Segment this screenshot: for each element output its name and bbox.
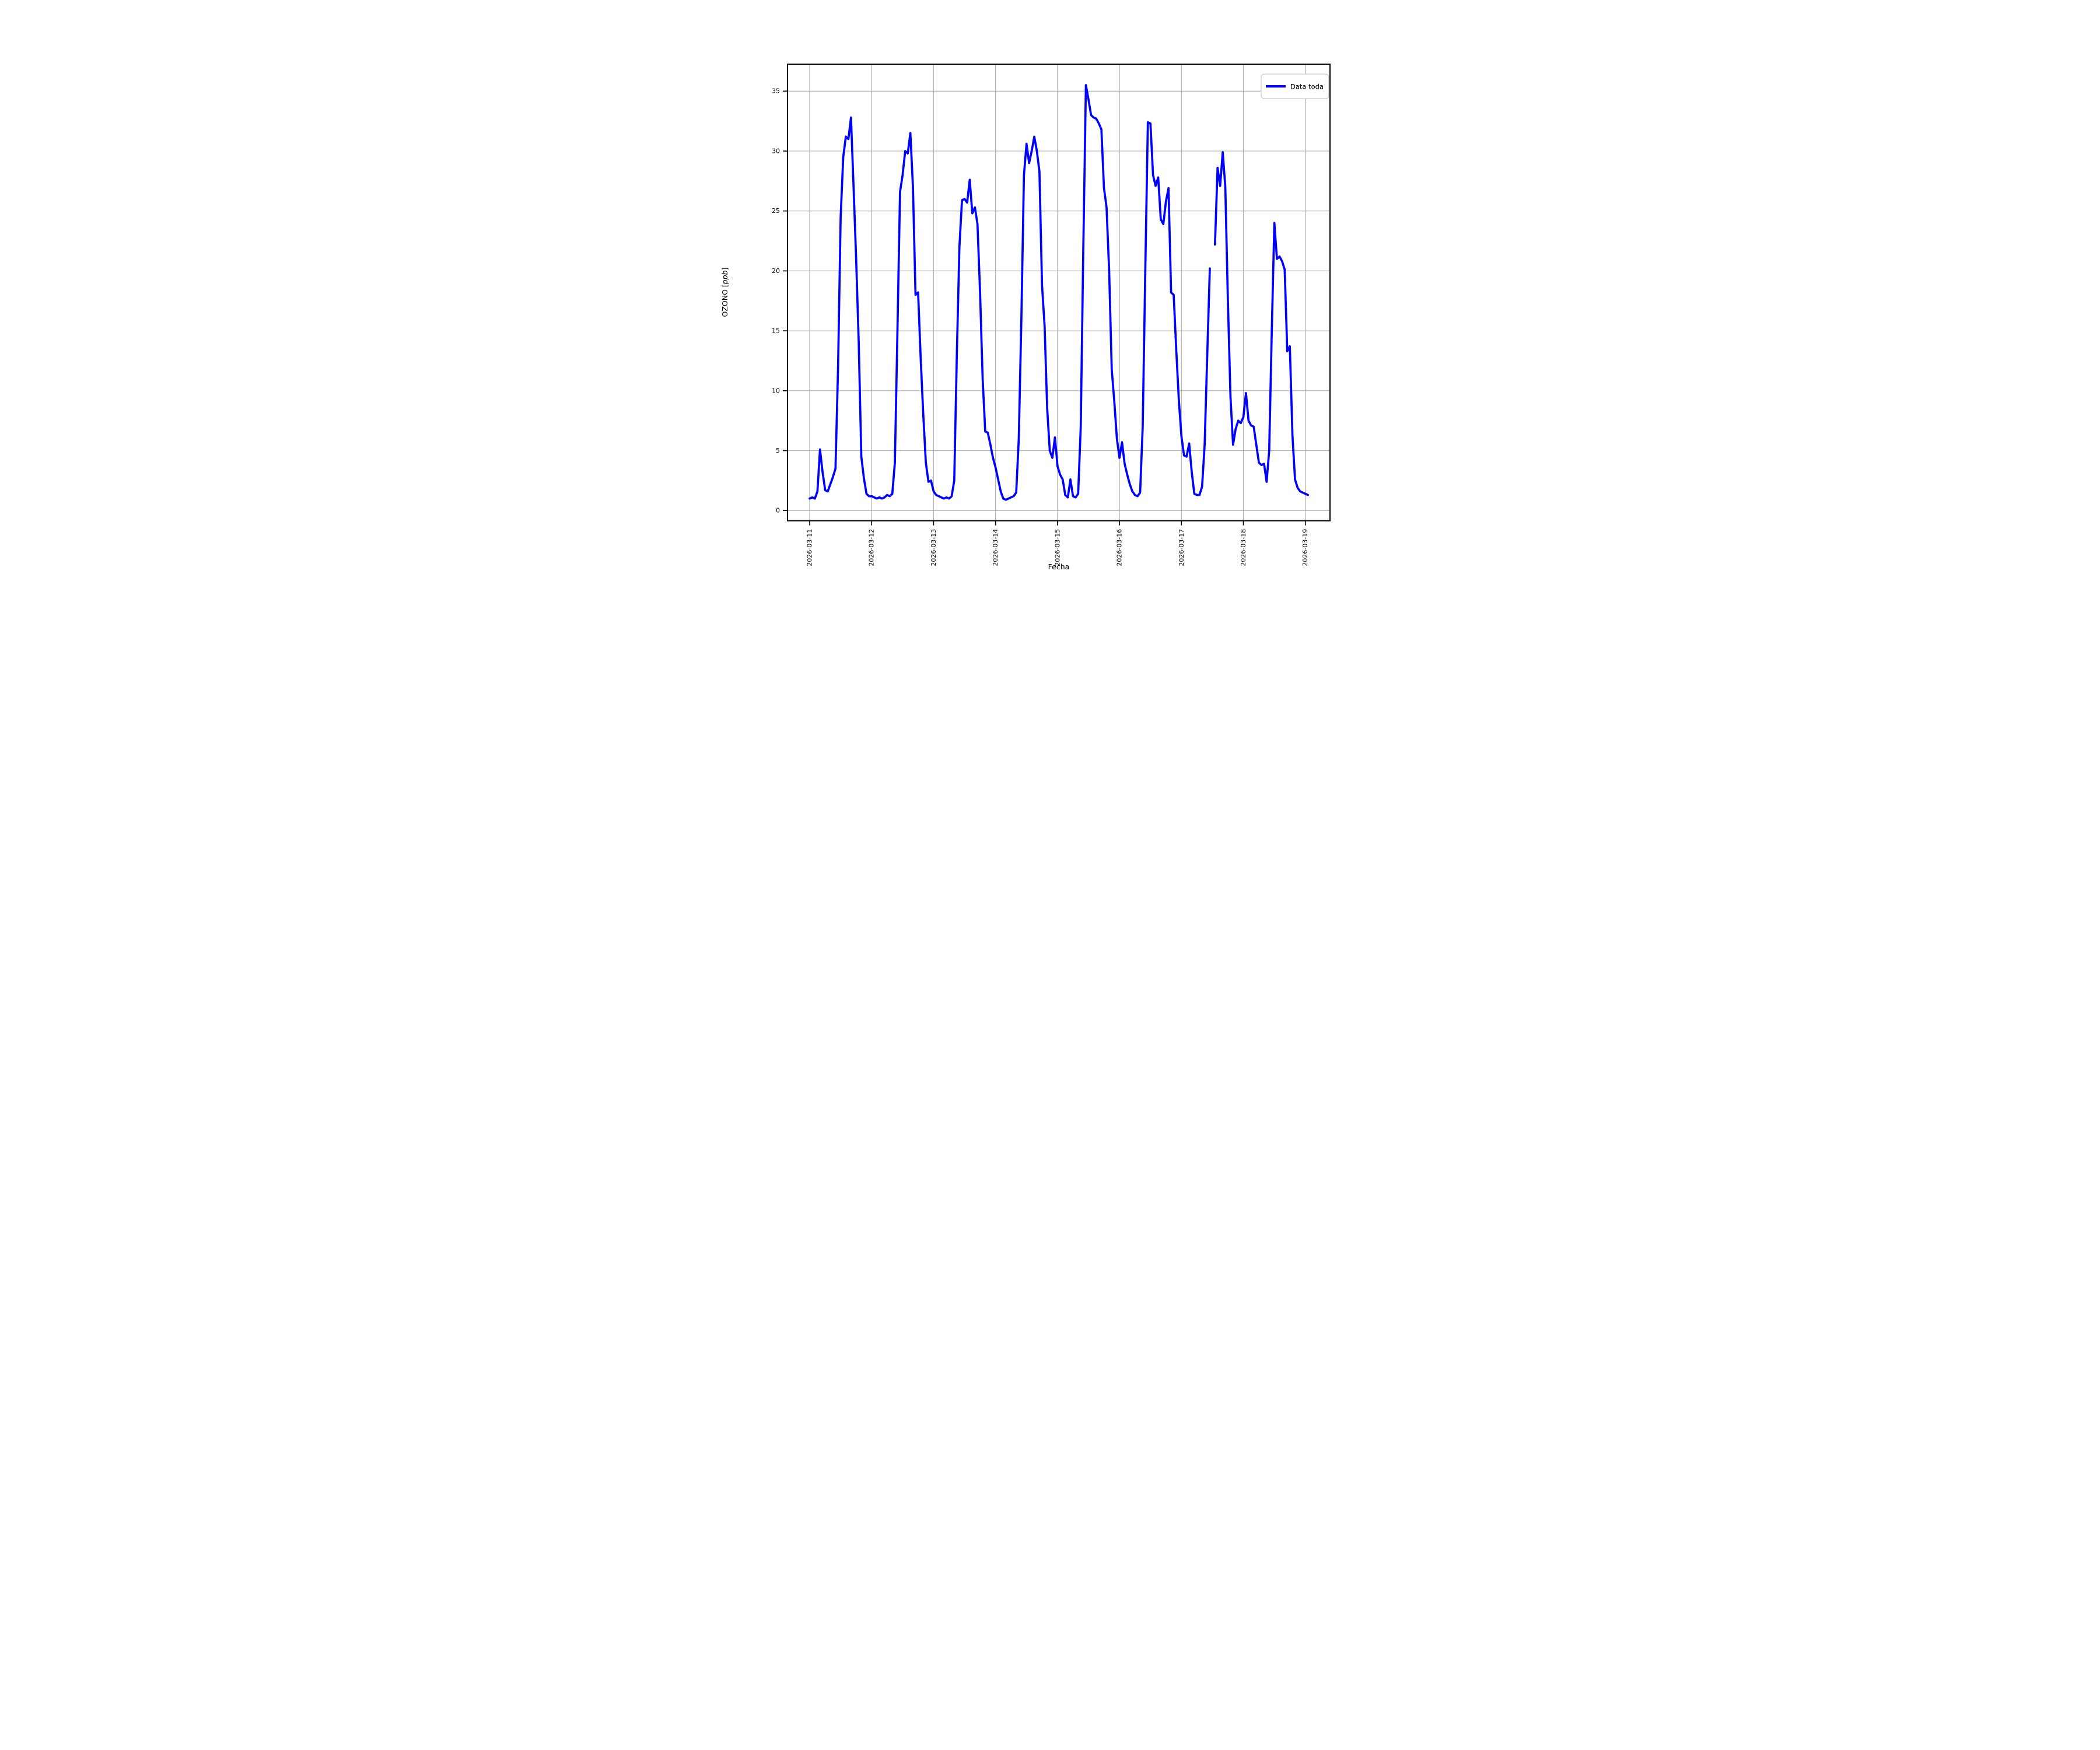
x-tick-label: 2026-03-13	[930, 529, 937, 566]
x-tick-label: 2026-03-14	[992, 529, 999, 566]
x-tick-label: 2026-03-12	[868, 529, 876, 566]
y-tick-label: 25	[772, 207, 780, 215]
y-tick-label: 0	[776, 507, 780, 514]
axes-spines	[787, 64, 1331, 522]
y-axis-label-units: ppb	[720, 270, 729, 285]
y-tick-label: 10	[772, 387, 780, 394]
grid-lines	[788, 64, 1330, 521]
data-line	[808, 84, 1309, 501]
x-tick-label: 2026-03-16	[1116, 529, 1124, 566]
y-tick-label: 15	[772, 327, 780, 335]
x-tick-label: 2026-03-18	[1240, 529, 1247, 566]
x-tick-label: 2026-03-19	[1301, 529, 1309, 566]
y-axis-label-prefix: OZONO [	[720, 284, 729, 317]
y-tick-label: 20	[772, 267, 780, 275]
y-tick-label: 35	[772, 88, 780, 95]
legend-label: Data toda	[1290, 83, 1324, 91]
axis-ticks: 2026-03-11 2026-03-12 2026-03-13 2026-03-14…	[772, 88, 1309, 566]
legend: Data toda	[1261, 74, 1329, 99]
plot-border	[787, 64, 1331, 522]
y-axis-label: OZONO [ppb]	[720, 268, 729, 317]
x-tick-label: 2026-03-11	[806, 529, 814, 566]
x-axis-label: Fecha	[1048, 562, 1070, 571]
y-axis-label-suffix: ]	[720, 268, 729, 271]
y-tick-label: 5	[776, 447, 780, 454]
legend-box	[1261, 74, 1329, 99]
ozone-line-chart: 2026-03-11 2026-03-12 2026-03-13 2026-03-14…	[700, 0, 1400, 583]
data-series	[808, 84, 1309, 501]
x-tick-label: 2026-03-17	[1178, 529, 1185, 566]
y-tick-label: 30	[772, 147, 780, 155]
x-tick-label: 2026-03-15	[1054, 529, 1061, 566]
